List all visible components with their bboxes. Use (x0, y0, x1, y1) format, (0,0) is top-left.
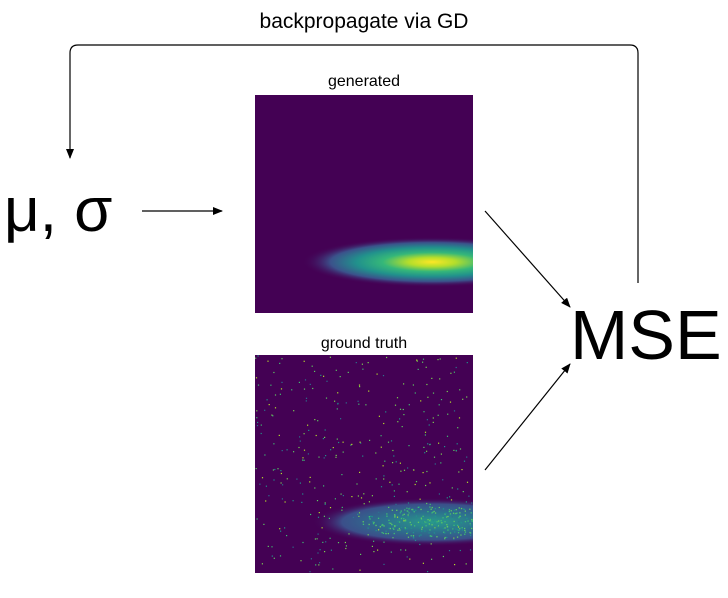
generated-blob (302, 237, 473, 287)
groundtruth-to-mse-arrow (484, 363, 571, 471)
ground-truth-title: ground truth (320, 335, 408, 352)
generated-heatmap (255, 95, 473, 313)
feedback-arrow (66, 44, 639, 283)
generated-title: generated (327, 73, 401, 90)
params-label: μ, σ (4, 176, 113, 245)
ground-truth-heatmap (255, 355, 473, 573)
ground-truth-blob (312, 498, 473, 546)
noise-speckles (255, 355, 473, 573)
loss-label: MSE (570, 296, 722, 374)
feedback-label: backpropagate via GD (259, 10, 469, 33)
generated-to-mse-arrow (484, 210, 571, 308)
